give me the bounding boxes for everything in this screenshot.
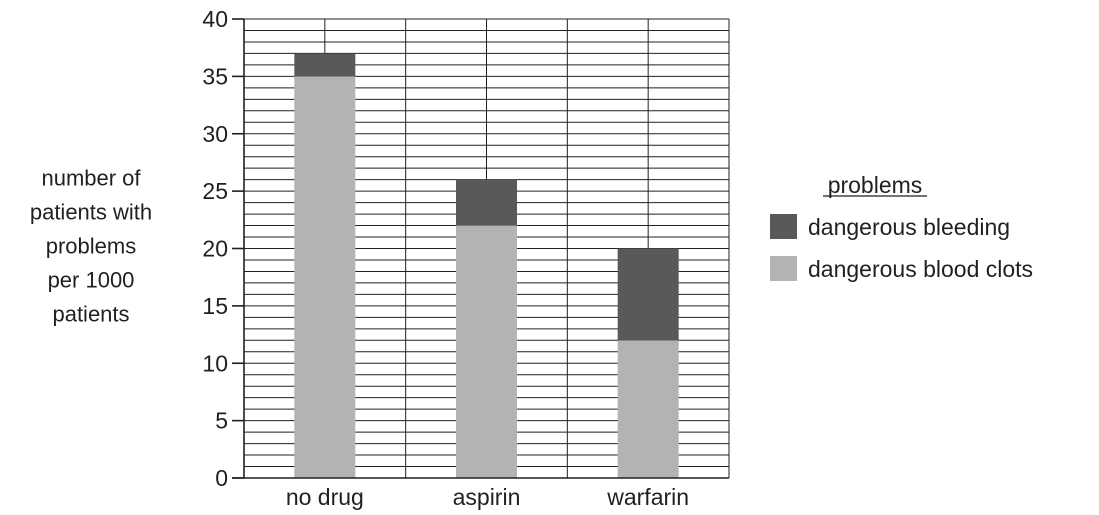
- y-axis-label-line-1: patients with: [30, 200, 152, 225]
- y-axis-label-line-3: per 1000: [48, 268, 135, 293]
- x-tick-label-warfarin: warfarin: [606, 484, 689, 510]
- legend: problems dangerous bleeding dangerous bl…: [770, 172, 1033, 282]
- bar-no-drug-dangerous-blood-clots: [294, 76, 355, 478]
- y-axis-label-line-4: patients: [52, 302, 129, 327]
- bar-warfarin-dangerous-bleeding: [618, 249, 679, 341]
- y-axis-label-line-0: number of: [41, 166, 141, 191]
- y-axis-label-line-2: problems: [46, 234, 136, 259]
- y-tick-label-0: 0: [215, 465, 228, 491]
- y-tick-label-10: 10: [202, 350, 228, 376]
- legend-title: problems: [828, 172, 923, 198]
- x-tick-label-aspirin: aspirin: [453, 484, 521, 510]
- bar-aspirin-dangerous-bleeding: [456, 180, 517, 226]
- x-tick-label-no-drug: no drug: [286, 484, 364, 510]
- legend-label-dangerous-bleeding: dangerous bleeding: [808, 214, 1010, 240]
- y-tick-label-40: 40: [202, 6, 228, 32]
- y-axis-label: number of patients with problems per 1000 pa…: [30, 166, 152, 327]
- y-tick-label-20: 20: [202, 236, 228, 262]
- y-tick-label-30: 30: [202, 121, 228, 147]
- y-tick-label-5: 5: [215, 408, 228, 434]
- legend-swatch-dangerous-bleeding: [770, 214, 797, 239]
- bar-aspirin-dangerous-blood-clots: [456, 226, 517, 478]
- legend-swatch-dangerous-blood-clots: [770, 256, 797, 281]
- bar-no-drug-dangerous-bleeding: [294, 53, 355, 76]
- y-tick-label-25: 25: [202, 178, 228, 204]
- y-tick-label-15: 15: [202, 293, 228, 319]
- legend-label-dangerous-blood-clots: dangerous blood clots: [808, 256, 1033, 282]
- bar-warfarin-dangerous-blood-clots: [618, 340, 679, 478]
- y-tick-label-35: 35: [202, 63, 228, 89]
